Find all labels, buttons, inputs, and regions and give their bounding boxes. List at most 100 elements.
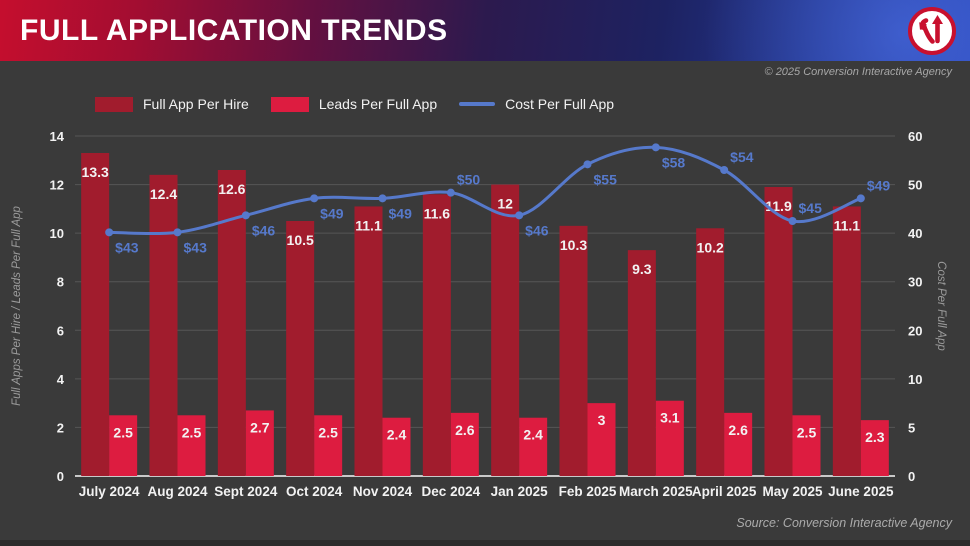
bar-value-label: 13.3: [82, 164, 109, 180]
bar-leads-per-full-app: [245, 410, 274, 476]
left-axis-tick-label: 4: [57, 372, 65, 387]
bar-full-app-per-hire: [81, 153, 110, 476]
bar-value-label: 3: [598, 412, 606, 428]
bar-value-label: 2.5: [182, 424, 202, 440]
bar-value-label: 2.5: [797, 424, 817, 440]
bar-full-app-per-hire: [149, 174, 178, 476]
right-axis-tick-label: 20: [908, 323, 922, 338]
bar-value-label: 2.3: [865, 429, 885, 445]
bar-value-label: 10.3: [560, 237, 587, 253]
left-axis-tick-label: 0: [57, 469, 64, 484]
line-point-marker: [720, 166, 729, 174]
left-axis-tick-label: 12: [50, 178, 64, 193]
bar-leads-per-full-app: [450, 412, 479, 476]
bar-full-app-per-hire: [354, 206, 383, 476]
bar-value-label: 12.6: [218, 181, 245, 197]
bar-full-app-per-hire: [491, 184, 520, 477]
bar-value-label: 10.5: [287, 232, 314, 248]
line-point-marker: [310, 194, 319, 203]
bar-value-label: 2.6: [728, 422, 748, 438]
line-value-label: $43: [115, 239, 139, 255]
bar-value-label: 2.7: [250, 419, 270, 435]
line-value-label: $49: [389, 205, 413, 221]
x-axis-label: Nov 2024: [353, 484, 413, 499]
x-axis-label: March 2025: [619, 484, 693, 499]
line-point-marker: [515, 211, 524, 220]
x-axis-label: June 2025: [828, 484, 894, 499]
x-axis-label: Dec 2024: [422, 484, 481, 499]
bar-leads-per-full-app: [587, 403, 616, 476]
left-axis-tick-label: 2: [57, 420, 64, 435]
line-value-label: $49: [867, 177, 891, 193]
bar-full-app-per-hire: [422, 194, 451, 477]
line-value-label: $46: [525, 222, 549, 238]
bar-leads-per-full-app: [177, 415, 206, 476]
bar-value-label: 9.3: [632, 261, 652, 277]
bar-value-label: 3.1: [660, 410, 680, 426]
bar-value-label: 2.4: [387, 427, 407, 443]
legend-item-2: Cost Per Full App: [459, 96, 614, 112]
bar-leads-per-full-app: [314, 415, 343, 476]
bar-full-app-per-hire: [832, 206, 861, 476]
left-axis-tick-label: 6: [57, 323, 64, 338]
right-axis-tick-label: 60: [908, 129, 922, 144]
header-banner: FULL APPLICATION TRENDS: [0, 0, 970, 61]
bar-full-app-per-hire: [286, 221, 315, 476]
line-point-marker: [241, 211, 250, 220]
line-value-label: $49: [320, 205, 344, 221]
line-value-label: $54: [730, 149, 754, 165]
line-value-label: $58: [662, 154, 686, 170]
legend-swatch-line-icon: [459, 102, 496, 106]
bar-value-label: 11.1: [834, 217, 861, 233]
bar-leads-per-full-app: [792, 415, 821, 476]
legend-swatch-bar-icon: [95, 96, 133, 112]
bar-full-app-per-hire: [696, 228, 725, 476]
bar-leads-per-full-app: [382, 417, 411, 476]
line-point-marker: [788, 217, 797, 225]
right-axis-tick-label: 50: [908, 178, 922, 193]
x-axis-label: July 2024: [79, 484, 140, 499]
bar-leads-per-full-app: [519, 417, 548, 476]
line-value-label: $55: [594, 171, 618, 187]
line-point-marker: [446, 188, 455, 197]
right-axis-tick-label: 5: [908, 420, 915, 435]
bar-value-label: 2.5: [113, 424, 133, 440]
right-axis-tick-label: 40: [908, 226, 922, 241]
right-axis-tick-label: 30: [908, 275, 922, 290]
legend-item-0: Full App Per Hire: [95, 96, 249, 112]
line-value-label: $45: [799, 200, 823, 216]
bar-value-label: 2.4: [523, 427, 543, 443]
bar-value-label: 12: [497, 196, 513, 212]
line-point-marker: [583, 160, 592, 169]
bar-value-label: 12.4: [150, 186, 177, 202]
x-axis-label: Oct 2024: [286, 484, 343, 499]
line-value-label: $50: [457, 172, 481, 188]
legend-label: Full App Per Hire: [143, 96, 249, 112]
bar-value-label: 2.6: [455, 422, 475, 438]
arrow-n-icon: [919, 15, 943, 44]
line-point-marker: [378, 194, 387, 203]
bar-full-app-per-hire: [559, 225, 588, 476]
right-axis-title: Cost Per Full App: [935, 261, 947, 351]
right-axis-tick-label: 10: [908, 372, 922, 387]
x-axis-label: April 2025: [692, 484, 757, 499]
bar-full-app-per-hire: [627, 250, 656, 476]
bar-value-label: 10.2: [697, 239, 724, 255]
left-axis-tick-label: 10: [50, 226, 64, 241]
bar-value-label: 11.1: [355, 217, 382, 233]
x-axis-label: Aug 2024: [147, 484, 208, 499]
left-axis-tick-label: 14: [50, 129, 65, 144]
conversion-interactive-agency-logo: [908, 7, 956, 55]
line-point-marker: [856, 194, 865, 203]
line-point-marker: [105, 228, 114, 237]
x-axis-label: Jan 2025: [491, 484, 549, 499]
bar-leads-per-full-app: [109, 415, 138, 476]
line-value-label: $46: [252, 222, 276, 238]
bar-leads-per-full-app: [655, 400, 684, 476]
x-axis-label: May 2025: [762, 484, 823, 499]
source-attribution: Source: Conversion Interactive Agency: [736, 516, 952, 530]
right-axis-tick-label: 0: [908, 469, 915, 484]
legend-label: Cost Per Full App: [505, 96, 615, 112]
bar-value-label: 11.6: [424, 205, 451, 221]
